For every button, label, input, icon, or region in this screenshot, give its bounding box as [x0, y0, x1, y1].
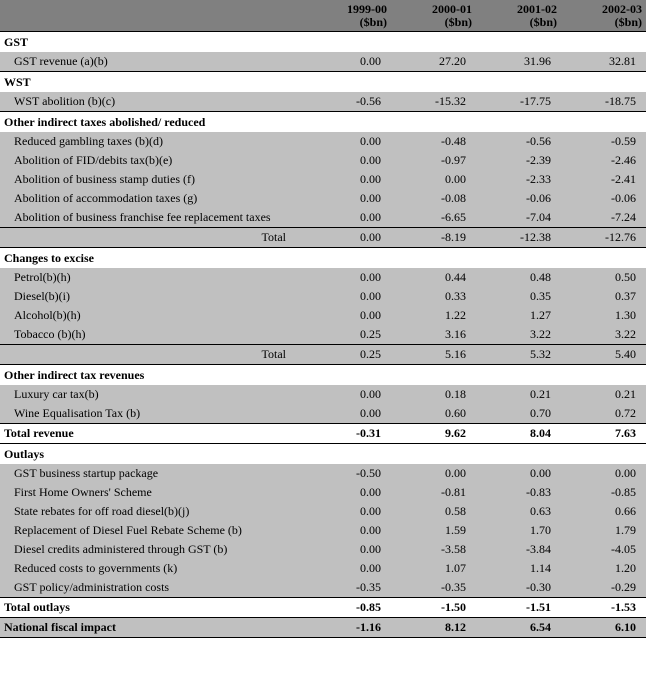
col-unit-2: ($bn): [445, 15, 472, 29]
col-year-3: 2001-02: [517, 2, 557, 16]
row-total-outlays: Total outlays -0.85 -1.50 -1.51 -1.53: [0, 598, 646, 618]
column-header-row: 1999-00($bn) 2000-01($bn) 2001-02($bn) 2…: [0, 0, 646, 32]
col-year-4: 2002-03: [602, 2, 642, 16]
row-national-fiscal-impact: National fiscal impact -1.16 8.12 6.54 6…: [0, 618, 646, 638]
row-excise-total: Total 0.25 5.16 5.32 5.40: [0, 345, 646, 365]
row-wine: Wine Equalisation Tax (b) 0.00 0.60 0.70…: [0, 404, 646, 424]
row-startup: GST business startup package -0.50 0.00 …: [0, 464, 646, 483]
row-stamp: Abolition of business stamp duties (f) 0…: [0, 170, 646, 189]
fiscal-impact-table: 1999-00($bn) 2000-01($bn) 2001-02($bn) 2…: [0, 0, 646, 638]
row-diesel: Diesel(b)(i) 0.00 0.33 0.35 0.37: [0, 287, 646, 306]
row-franchise: Abolition of business franchise fee repl…: [0, 208, 646, 228]
section-outlays-title: Outlays: [0, 444, 306, 465]
row-wst-abolition: WST abolition (b)(c) -0.56 -15.32 -17.75…: [0, 92, 646, 112]
section-other-abolished: Other indirect taxes abolished/ reduced: [0, 112, 646, 133]
row-reduced: Reduced costs to governments (k) 0.00 1.…: [0, 559, 646, 578]
row-accom: Abolition of accommodation taxes (g) 0.0…: [0, 189, 646, 208]
col-year-1: 1999-00: [347, 2, 387, 16]
row-admin: GST policy/administration costs -0.35 -0…: [0, 578, 646, 598]
section-wst: WST: [0, 72, 646, 93]
section-outlays: Outlays: [0, 444, 646, 465]
label-wst-abolition: WST abolition (b)(c): [0, 92, 306, 112]
section-excise-title: Changes to excise: [0, 248, 306, 269]
row-tobacco: Tobacco (b)(h) 0.25 3.16 3.22 3.22: [0, 325, 646, 345]
row-petrol: Petrol(b)(h) 0.00 0.44 0.48 0.50: [0, 268, 646, 287]
row-luxury: Luxury car tax(b) 0.00 0.18 0.21 0.21: [0, 385, 646, 404]
label-national-fiscal-impact: National fiscal impact: [0, 618, 306, 638]
row-fhos: First Home Owners' Scheme 0.00 -0.81 -0.…: [0, 483, 646, 502]
row-credits: Diesel credits administered through GST …: [0, 540, 646, 559]
section-other-revenues: Other indirect tax revenues: [0, 365, 646, 386]
section-other-revenues-title: Other indirect tax revenues: [0, 365, 306, 386]
label-total-outlays: Total outlays: [0, 598, 306, 618]
section-excise: Changes to excise: [0, 248, 646, 269]
section-gst-title: GST: [0, 32, 306, 53]
row-rebates: State rebates for off road diesel(b)(j) …: [0, 502, 646, 521]
row-total-revenue: Total revenue -0.31 9.62 8.04 7.63: [0, 424, 646, 444]
col-unit-1: ($bn): [360, 15, 387, 29]
section-gst: GST: [0, 32, 646, 53]
col-unit-4: ($bn): [615, 15, 642, 29]
row-dfrs: Replacement of Diesel Fuel Rebate Scheme…: [0, 521, 646, 540]
section-wst-title: WST: [0, 72, 306, 93]
label-gst-revenue: GST revenue (a)(b): [0, 52, 306, 72]
row-gambling: Reduced gambling taxes (b)(d) 0.00 -0.48…: [0, 132, 646, 151]
section-other-abolished-title: Other indirect taxes abolished/ reduced: [0, 112, 306, 133]
label-total-revenue: Total revenue: [0, 424, 306, 444]
col-year-2: 2000-01: [432, 2, 472, 16]
row-gst-revenue: GST revenue (a)(b) 0.00 27.20 31.96 32.8…: [0, 52, 646, 72]
col-unit-3: ($bn): [530, 15, 557, 29]
row-fid: Abolition of FID/debits tax(b)(e) 0.00 -…: [0, 151, 646, 170]
row-alcohol: Alcohol(b)(h) 0.00 1.22 1.27 1.30: [0, 306, 646, 325]
row-other-abolished-total: Total 0.00 -8.19 -12.38 -12.76: [0, 228, 646, 248]
